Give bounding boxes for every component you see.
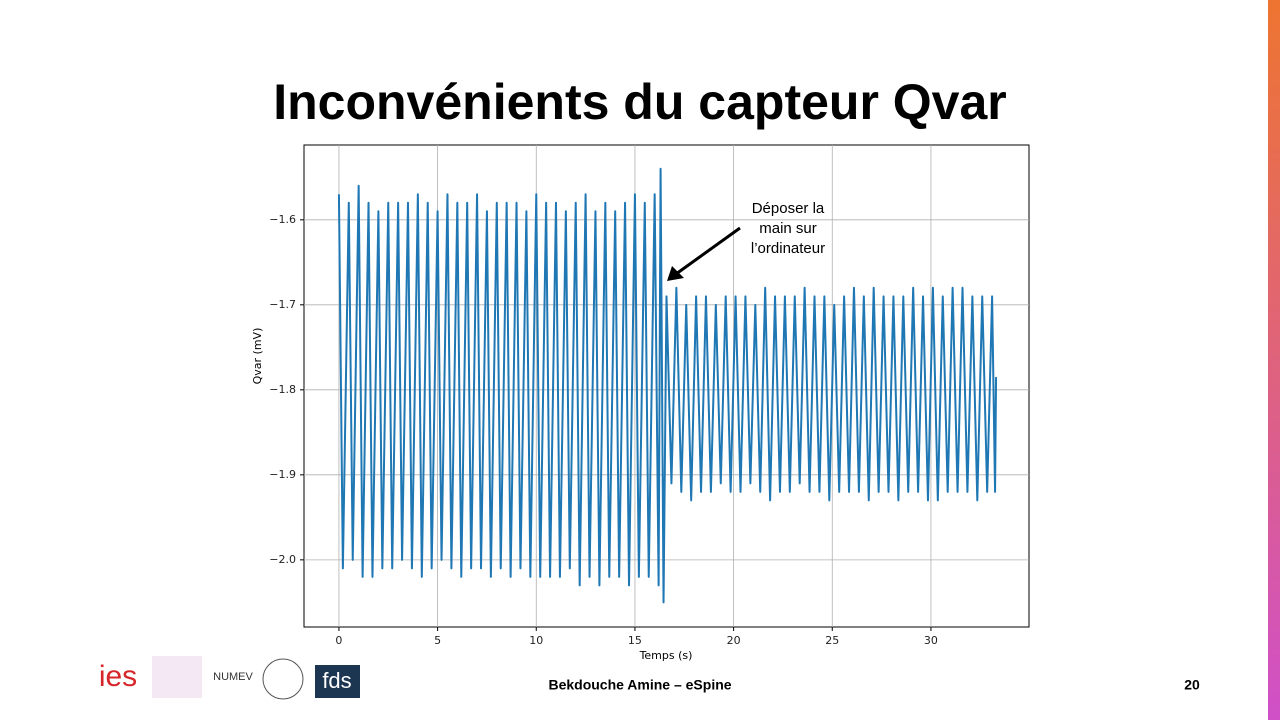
plot-frame	[303, 144, 1030, 628]
edge-bar	[1268, 0, 1280, 720]
y-tick-label: −1.9	[269, 468, 296, 481]
footer: Bekdouche Amine – eSpine	[548, 677, 731, 693]
logo-box	[315, 665, 360, 698]
annotation: Déposer la	[752, 200, 825, 217]
page-number: 20	[1184, 677, 1200, 693]
logo: fds	[322, 668, 351, 693]
x-tick-label: 10	[529, 634, 543, 647]
logo: NUMEV	[213, 671, 253, 683]
annotation: main sur	[759, 220, 817, 237]
x-tick-label: 20	[727, 634, 741, 647]
x-tick-label: 30	[924, 634, 938, 647]
y-tick-label: −2.0	[269, 553, 296, 566]
plot: 0 5 10 15 20 25 30 −2.0 −1.9 −1.8 −1.7 −1.6	[269, 145, 1029, 647]
x-tick-label: 25	[825, 634, 839, 647]
x-tick-label: 5	[434, 634, 441, 647]
x-tick-label: 0	[335, 634, 342, 647]
annotation: l’ordinateur	[751, 240, 825, 257]
y-tick-label: −1.8	[269, 383, 296, 396]
y-axis-label: Qvar (mV)	[251, 328, 264, 385]
logo-circle	[262, 658, 304, 700]
y-tick-label: −1.7	[269, 298, 296, 311]
arrow-head	[667, 266, 684, 281]
x-tick-label: 15	[628, 634, 642, 647]
logo-box	[152, 656, 202, 698]
x-axis-label: Temps (s)	[639, 649, 693, 662]
data-line	[337, 167, 998, 604]
logo: ies	[99, 660, 137, 693]
arrow	[675, 226, 741, 276]
slide-title: Inconvénients du capteur Qvar	[273, 74, 1007, 130]
y-tick-label: −1.6	[269, 213, 296, 226]
